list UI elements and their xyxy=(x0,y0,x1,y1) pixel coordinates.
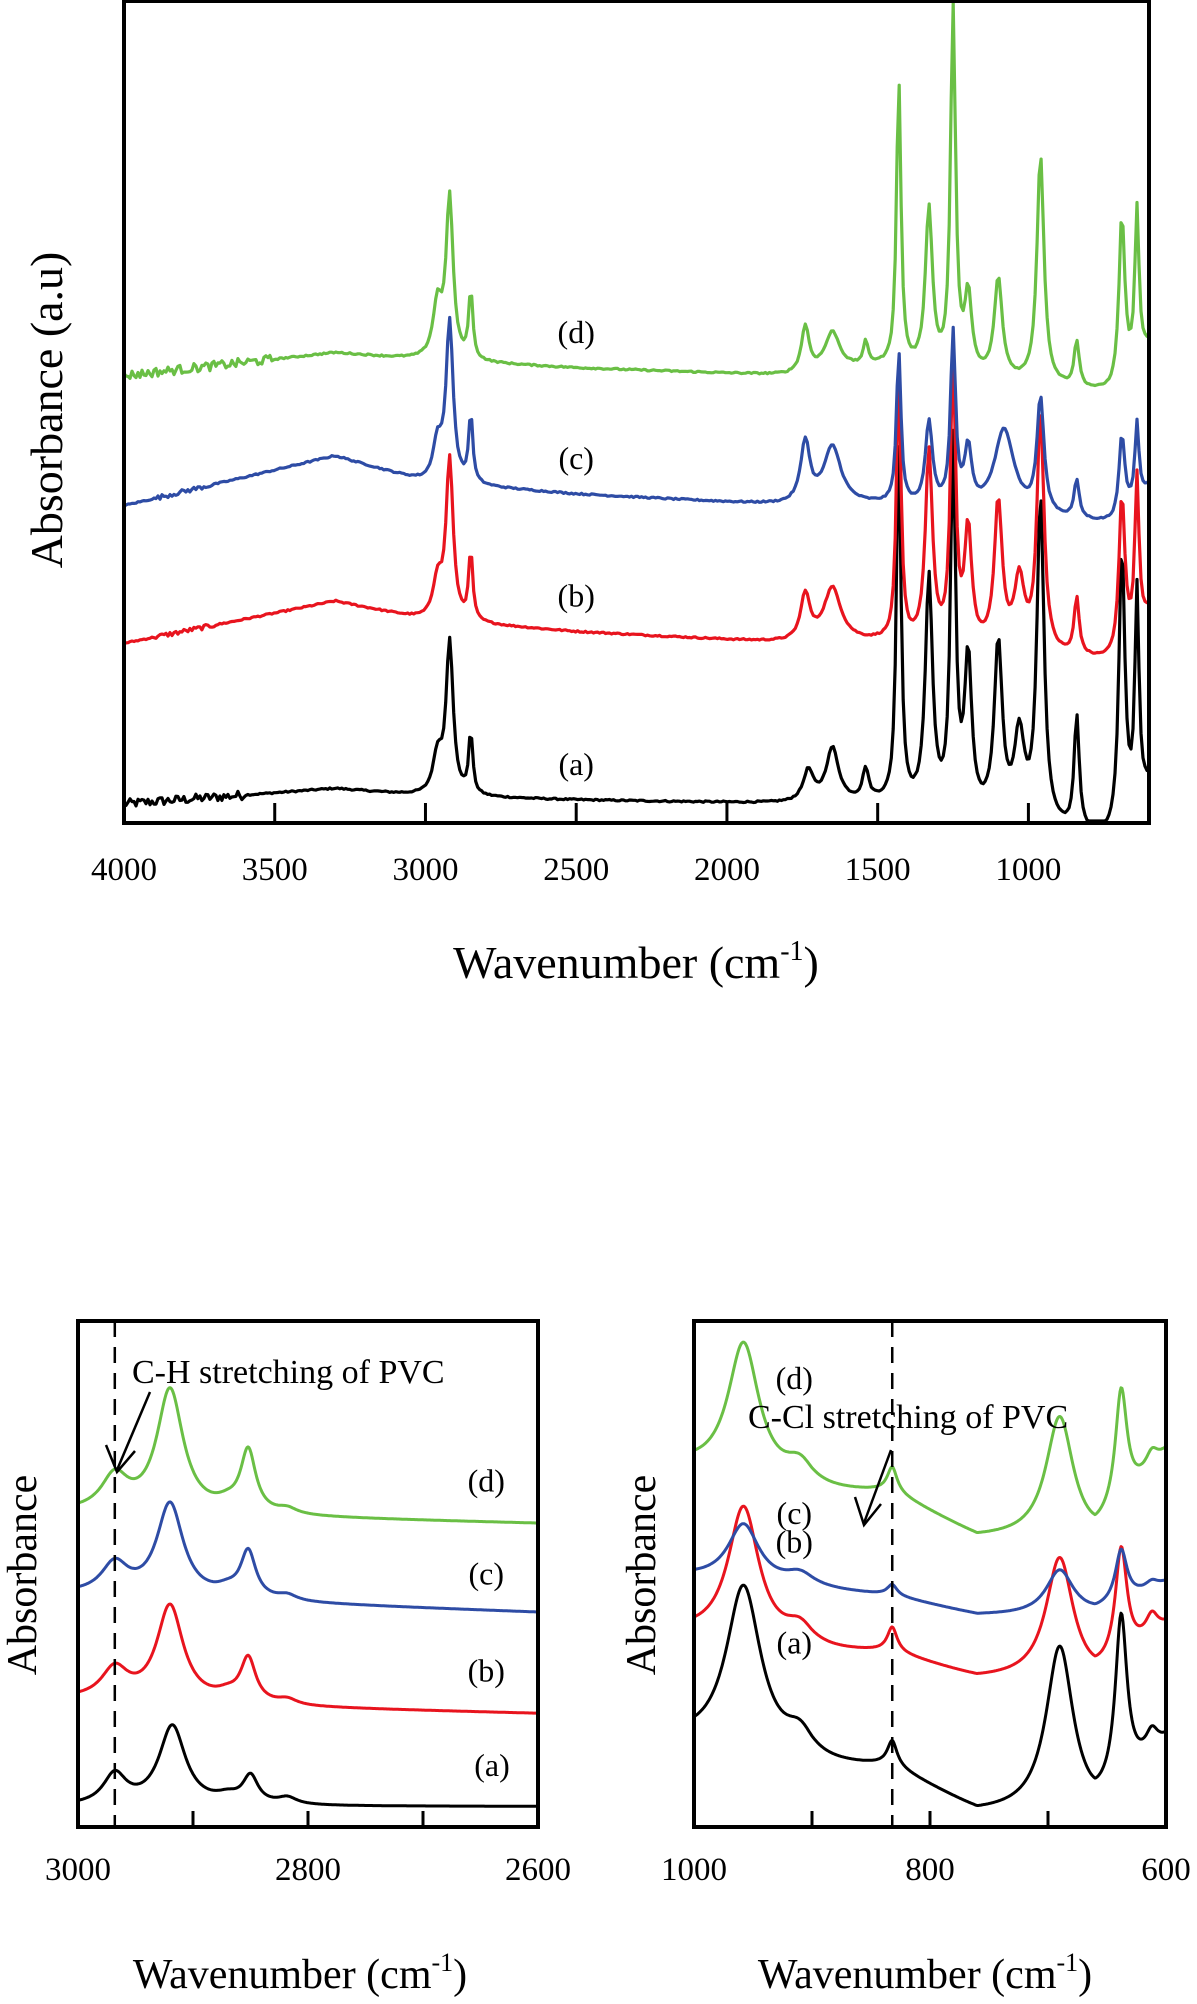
x-tick-label: 2500 xyxy=(543,852,609,888)
x-tick-label: 2600 xyxy=(505,1852,571,1888)
panel-ccl-region: (a) (b)(c) (d) 1000 800 600 C-Cl stretching … xyxy=(619,1319,1191,1998)
x-axis-title-tail: ) xyxy=(453,1952,467,1998)
x-axis-title: Wavenumber (cm-1) xyxy=(758,1948,1092,1998)
plot-frame xyxy=(692,1319,1168,1829)
series-line-a xyxy=(693,1583,1167,1807)
x-tick-label: 800 xyxy=(905,1852,955,1888)
x-axis-title-tail: ) xyxy=(804,937,819,988)
x-axis-title-sup: -1 xyxy=(780,936,803,967)
x-axis-title-sup: -1 xyxy=(1056,1948,1078,1977)
x-tick-label: 2000 xyxy=(694,852,760,888)
x-axis-title-main: Wavenumber (cm xyxy=(758,1952,1057,1998)
series-label-a: (a) xyxy=(558,746,594,782)
series-line-b xyxy=(693,1504,1167,1675)
x-tick-label: 4000 xyxy=(91,852,157,888)
y-axis-title: Absorbance xyxy=(0,1475,46,1676)
x-tick-label: 1000 xyxy=(661,1852,727,1888)
series-line-b xyxy=(77,1602,539,1715)
x-axis-title-tail: ) xyxy=(1078,1952,1092,1998)
x-ticks: 4000 3500 3000 2500 2000 1500 1000 xyxy=(91,803,1061,888)
x-tick-label: 3000 xyxy=(45,1852,111,1888)
x-tick-label: 600 xyxy=(1141,1852,1191,1888)
series-label-b: (b) xyxy=(468,1652,505,1688)
annotation-text: C-Cl stretching of PVC xyxy=(748,1399,1068,1436)
series-line-d xyxy=(77,1386,539,1525)
panel-full-spectrum: (a) (b) (c) (d) 4000 3500 3000 2500 2000 1500 100… xyxy=(21,0,1151,988)
panel-ch-region: (a) (b) (c) (d) 3000 2800 2600 C-H stretching… xyxy=(0,1319,571,1998)
series-label-b: (b) xyxy=(558,578,595,614)
x-axis-title: Wavenumber (cm-1) xyxy=(453,936,819,988)
series-line-c xyxy=(77,1500,539,1614)
plot-frame xyxy=(122,0,1151,825)
y-axis-title: Absorbance (a.u) xyxy=(21,252,72,569)
x-tick-label: 3500 xyxy=(242,852,308,888)
x-tick-label: 1500 xyxy=(845,852,911,888)
x-axis-title-main: Wavenumber (cm xyxy=(133,1952,432,1998)
x-tick-label: 2800 xyxy=(275,1852,341,1888)
series-label-a: (a) xyxy=(474,1747,510,1783)
series-label-d: (d) xyxy=(776,1360,813,1396)
series-label-c: (c) xyxy=(777,1495,813,1531)
x-tick-label: 1000 xyxy=(995,852,1061,888)
series-label-b: (b) xyxy=(776,1524,813,1560)
series-label-d: (d) xyxy=(468,1462,505,1498)
annotation-text: C-H stretching of PVC xyxy=(132,1354,445,1391)
series-line-c xyxy=(123,315,1151,520)
x-ticks: 3000 2800 2600 xyxy=(45,1811,571,1888)
curves-group: (a) (b) (c) (d) xyxy=(77,1386,539,1808)
annotation-arrow xyxy=(104,1391,152,1475)
x-axis-title: Wavenumber (cm-1) xyxy=(133,1948,467,1998)
series-label-c: (c) xyxy=(468,1556,504,1592)
annotation-arrow xyxy=(853,1449,893,1528)
x-ticks: 1000 800 600 xyxy=(661,1811,1191,1888)
curves-group: (a) (b)(c) (d) xyxy=(693,1340,1167,1807)
y-axis-title: Absorbance xyxy=(619,1475,665,1676)
series-label-c: (c) xyxy=(558,440,594,476)
series-line-b xyxy=(123,344,1150,655)
x-axis-title-main: Wavenumber (cm xyxy=(453,937,780,988)
series-line-c xyxy=(693,1522,1167,1615)
x-tick-label: 3000 xyxy=(392,852,458,888)
series-label-d: (d) xyxy=(558,314,595,350)
series-label-a: (a) xyxy=(777,1625,813,1661)
series-line-a xyxy=(77,1723,539,1808)
series-line-a xyxy=(122,428,1150,823)
curves-group: (a) (b) (c) (d) xyxy=(122,1,1151,823)
x-axis-title-sup: -1 xyxy=(431,1948,453,1977)
series-line-d xyxy=(122,1,1150,388)
series-line-d xyxy=(693,1340,1167,1534)
